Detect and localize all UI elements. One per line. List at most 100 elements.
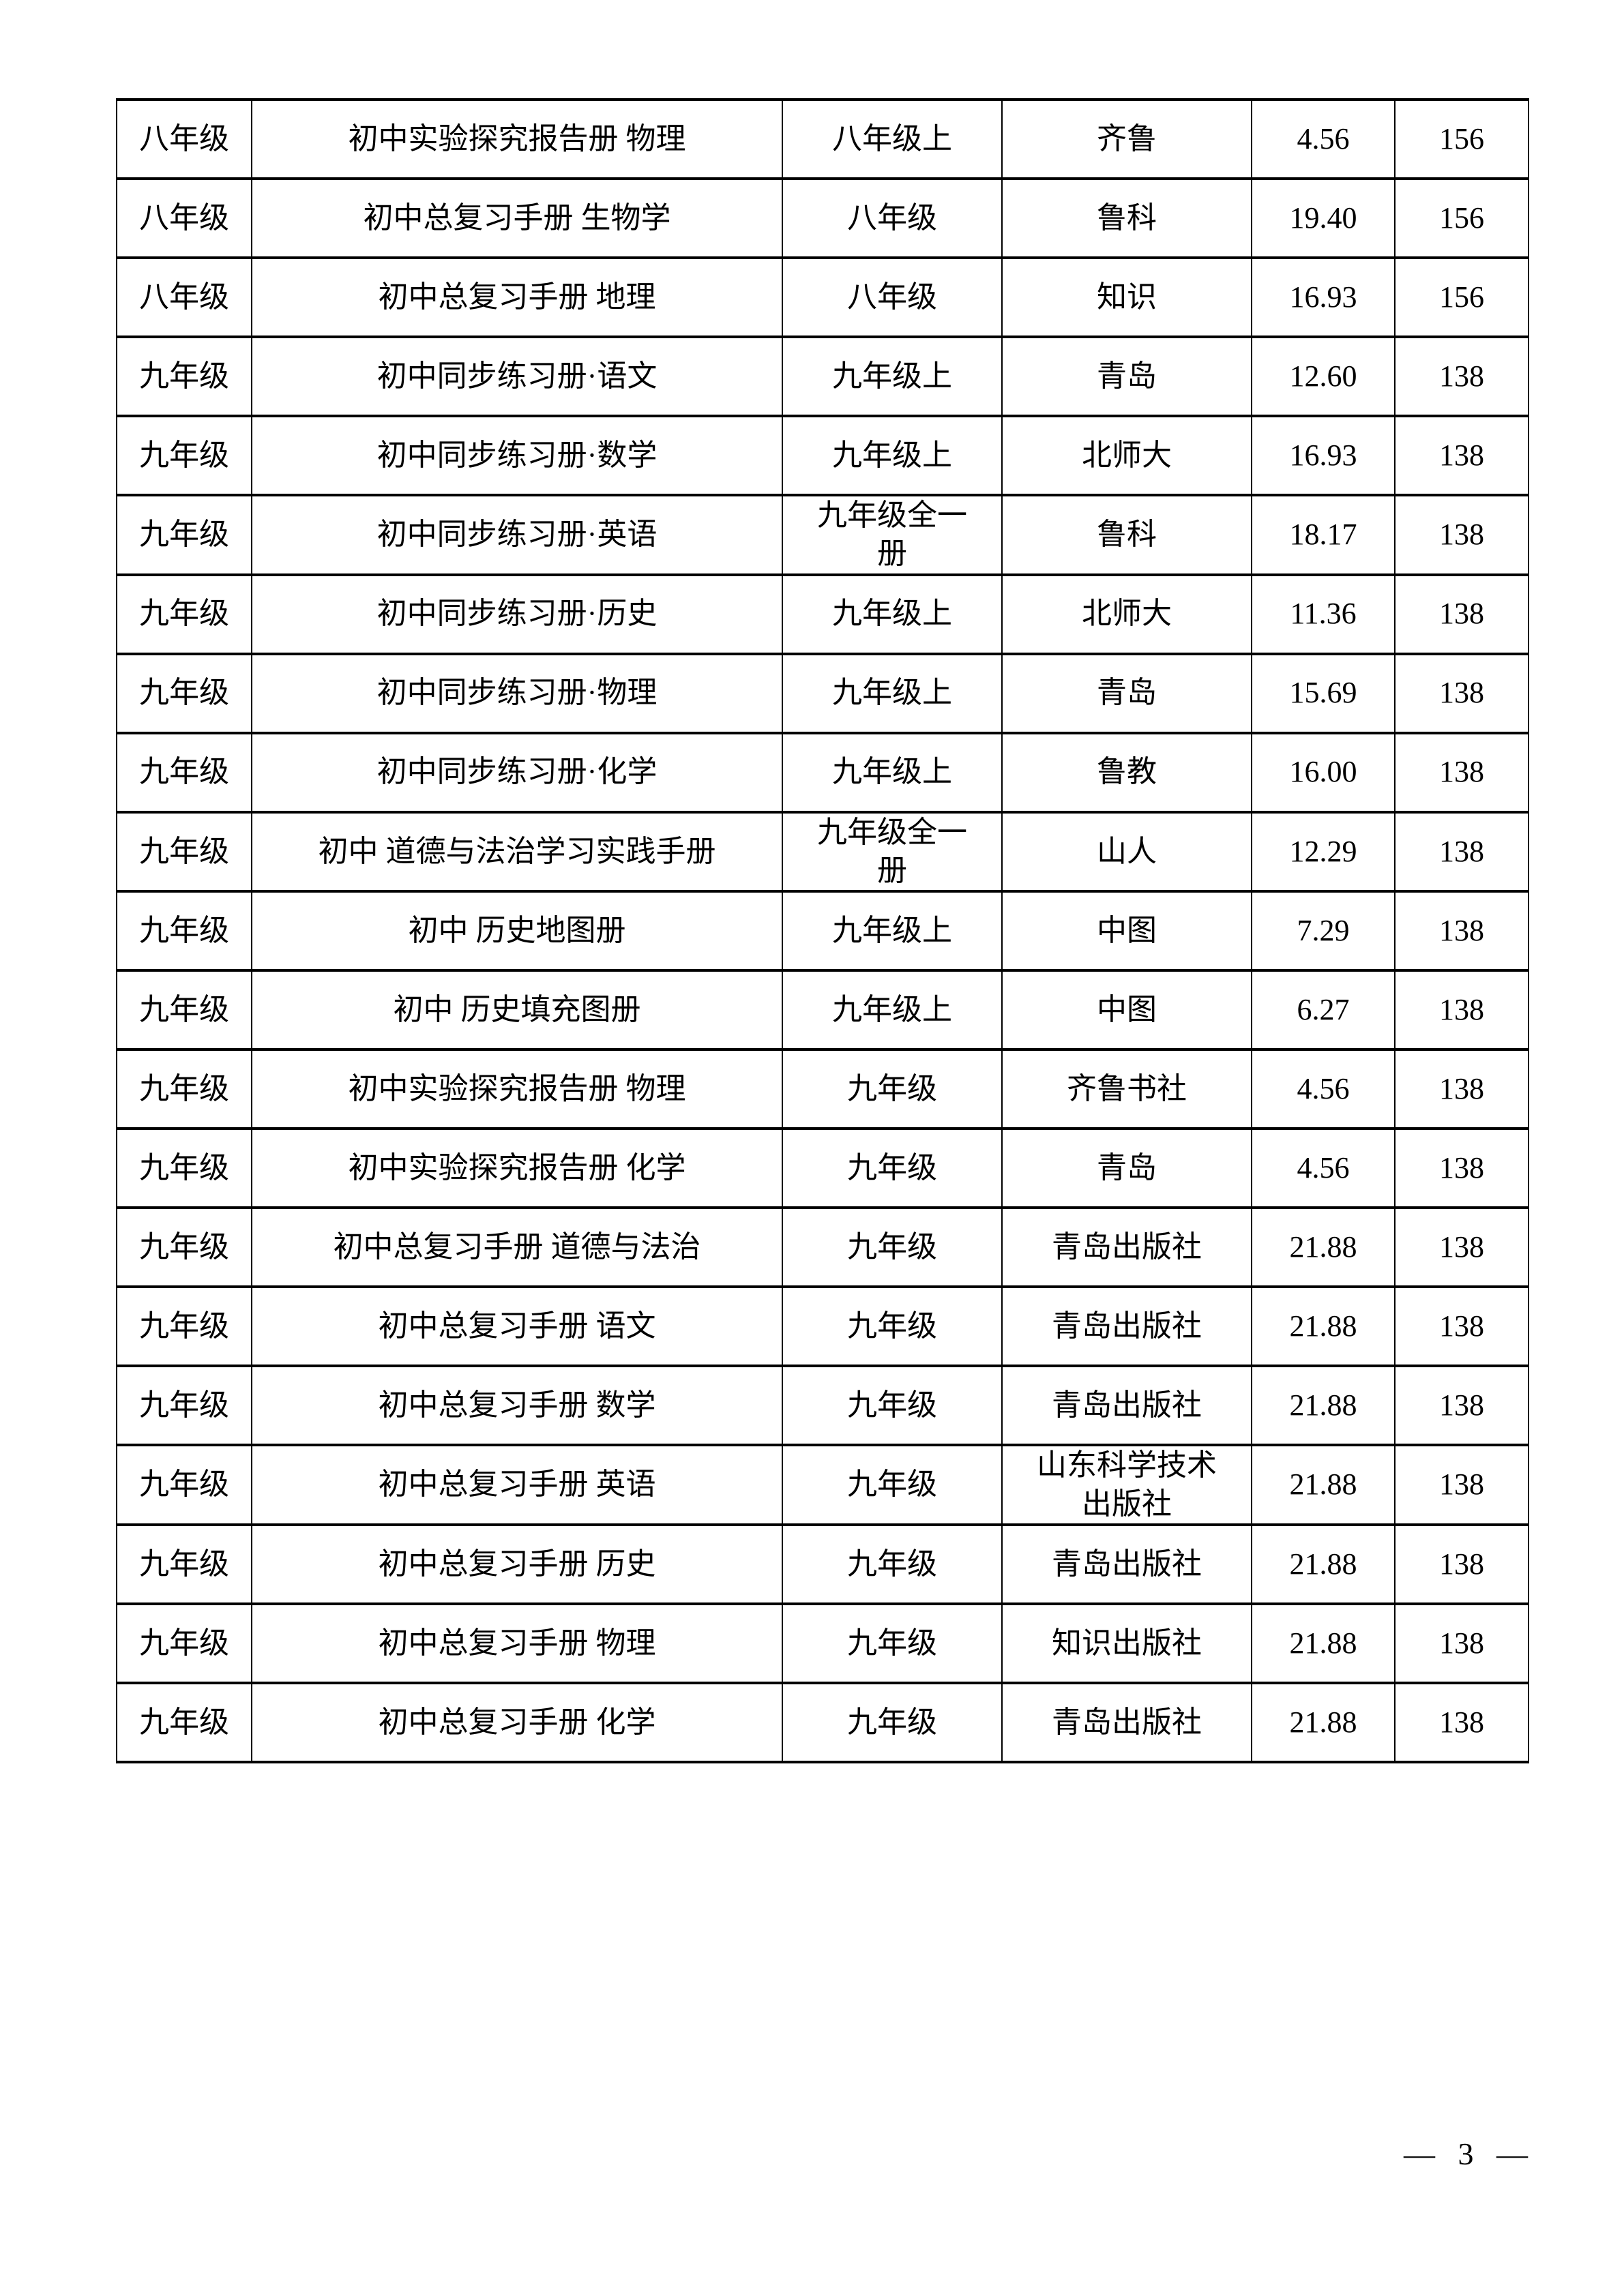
cell-title: 初中实验探究报告册 物理	[251, 98, 783, 180]
cell-title: 初中总复习手册 道德与法治	[251, 1206, 783, 1289]
cell-title: 初中同步练习册·化学	[251, 731, 783, 814]
table-row: 九年级 初中同步练习册·数学 九年级上 北师大 16.93 138	[116, 415, 1529, 496]
cell-publisher: 青岛出版社	[1001, 1681, 1252, 1763]
cell-price: 21.88	[1251, 1285, 1396, 1368]
cell-volume: 九年级上	[782, 336, 1003, 417]
cell-grade: 九年级	[116, 1048, 252, 1131]
cell-price: 7.29	[1251, 890, 1396, 972]
cell-volume: 九年级	[782, 1681, 1003, 1763]
cell-grade: 九年级	[116, 1602, 252, 1684]
cell-volume: 九年级	[782, 1127, 1003, 1210]
cell-title: 初中实验探究报告册 物理	[251, 1048, 783, 1131]
cell-count: 138	[1394, 1444, 1529, 1526]
cell-title: 初中总复习手册 语文	[251, 1285, 783, 1368]
table-row: 九年级 初中同步练习册·英语 九年级全一册 鲁科 18.17 138	[116, 494, 1529, 576]
cell-volume: 九年级上	[782, 969, 1003, 1052]
cell-grade: 九年级	[116, 731, 252, 814]
cell-grade: 九年级	[116, 415, 252, 496]
cell-volume: 九年级上	[782, 415, 1003, 496]
cell-price: 16.00	[1251, 731, 1396, 814]
cell-price: 21.88	[1251, 1365, 1396, 1447]
cell-price: 21.88	[1251, 1602, 1396, 1684]
cell-grade: 九年级	[116, 494, 252, 576]
cell-price: 21.88	[1251, 1681, 1396, 1763]
cell-price: 15.69	[1251, 652, 1396, 734]
cell-publisher: 山人	[1001, 810, 1252, 893]
cell-count: 138	[1394, 415, 1529, 496]
cell-title: 初中 历史地图册	[251, 890, 783, 972]
cell-publisher: 青岛出版社	[1001, 1285, 1252, 1368]
cell-grade: 九年级	[116, 573, 252, 655]
cell-publisher: 鲁教	[1001, 731, 1252, 814]
cell-title: 初中 道德与法治学习实践手册	[251, 810, 783, 893]
textbook-price-table: 八年级 初中实验探究报告册 物理 八年级上 齐鲁 4.56 156 八年级 初中总复习手册 生…	[116, 98, 1529, 1763]
cell-count: 138	[1394, 494, 1529, 576]
cell-price: 16.93	[1251, 415, 1396, 496]
cell-count: 138	[1394, 1523, 1529, 1605]
cell-count: 156	[1394, 256, 1529, 338]
cell-count: 138	[1394, 1127, 1529, 1210]
table-body: 八年级 初中实验探究报告册 物理 八年级上 齐鲁 4.56 156 八年级 初中总复习手册 生…	[116, 98, 1529, 1763]
cell-volume: 八年级上	[782, 98, 1003, 180]
cell-title: 初中 历史填充图册	[251, 969, 783, 1052]
cell-price: 18.17	[1251, 494, 1396, 576]
cell-count: 138	[1394, 810, 1529, 893]
table-row: 九年级 初中 道德与法治学习实践手册 九年级全一册 山人 12.29 138	[116, 810, 1529, 893]
table-row: 九年级 初中 历史地图册 九年级上 中图 7.29 138	[116, 890, 1529, 972]
cell-volume: 八年级	[782, 177, 1003, 259]
cell-publisher: 齐鲁	[1001, 98, 1252, 180]
cell-count: 138	[1394, 1365, 1529, 1447]
cell-volume: 九年级上	[782, 731, 1003, 814]
cell-grade: 九年级	[116, 1681, 252, 1763]
cell-volume: 九年级上	[782, 652, 1003, 734]
cell-price: 6.27	[1251, 969, 1396, 1052]
cell-title: 初中总复习手册 物理	[251, 1602, 783, 1684]
cell-grade: 九年级	[116, 969, 252, 1052]
cell-volume: 九年级	[782, 1444, 1003, 1526]
table-row: 九年级 初中总复习手册 历史 九年级 青岛出版社 21.88 138	[116, 1523, 1529, 1605]
cell-price: 21.88	[1251, 1523, 1396, 1605]
cell-title: 初中总复习手册 地理	[251, 256, 783, 338]
cell-volume: 九年级全一册	[782, 810, 1003, 893]
cell-publisher: 北师大	[1001, 573, 1252, 655]
cell-price: 4.56	[1251, 1048, 1396, 1131]
cell-title: 初中同步练习册·历史	[251, 573, 783, 655]
cell-count: 138	[1394, 1206, 1529, 1289]
cell-volume: 九年级	[782, 1602, 1003, 1684]
cell-volume: 九年级	[782, 1206, 1003, 1289]
cell-volume: 八年级	[782, 256, 1003, 338]
table-row: 九年级 初中实验探究报告册 物理 九年级 齐鲁书社 4.56 138	[116, 1048, 1529, 1131]
cell-title: 初中同步练习册·英语	[251, 494, 783, 576]
cell-grade: 九年级	[116, 652, 252, 734]
table-row: 九年级 初中同步练习册·物理 九年级上 青岛 15.69 138	[116, 652, 1529, 734]
cell-publisher: 中图	[1001, 969, 1252, 1052]
table-row: 九年级 初中 历史填充图册 九年级上 中图 6.27 138	[116, 969, 1529, 1052]
cell-title: 初中总复习手册 英语	[251, 1444, 783, 1526]
cell-volume: 九年级	[782, 1523, 1003, 1605]
cell-price: 19.40	[1251, 177, 1396, 259]
table-row: 九年级 初中总复习手册 语文 九年级 青岛出版社 21.88 138	[116, 1285, 1529, 1368]
cell-grade: 九年级	[116, 810, 252, 893]
cell-price: 21.88	[1251, 1444, 1396, 1526]
cell-volume: 九年级上	[782, 890, 1003, 972]
cell-price: 11.36	[1251, 573, 1396, 655]
cell-publisher: 青岛出版社	[1001, 1523, 1252, 1605]
cell-count: 138	[1394, 731, 1529, 814]
cell-grade: 九年级	[116, 890, 252, 972]
cell-publisher: 北师大	[1001, 415, 1252, 496]
cell-title: 初中总复习手册 生物学	[251, 177, 783, 259]
cell-publisher: 鲁科	[1001, 177, 1252, 259]
cell-grade: 九年级	[116, 1444, 252, 1526]
cell-count: 156	[1394, 177, 1529, 259]
cell-grade: 九年级	[116, 1206, 252, 1289]
cell-count: 138	[1394, 1681, 1529, 1763]
cell-count: 138	[1394, 969, 1529, 1052]
cell-volume: 九年级	[782, 1365, 1003, 1447]
table-row: 九年级 初中实验探究报告册 化学 九年级 青岛 4.56 138	[116, 1127, 1529, 1210]
cell-publisher: 山东科学技术出版社	[1001, 1444, 1252, 1526]
cell-publisher: 知识	[1001, 256, 1252, 338]
cell-grade: 九年级	[116, 1523, 252, 1605]
cell-grade: 九年级	[116, 1285, 252, 1368]
cell-count: 138	[1394, 1285, 1529, 1368]
